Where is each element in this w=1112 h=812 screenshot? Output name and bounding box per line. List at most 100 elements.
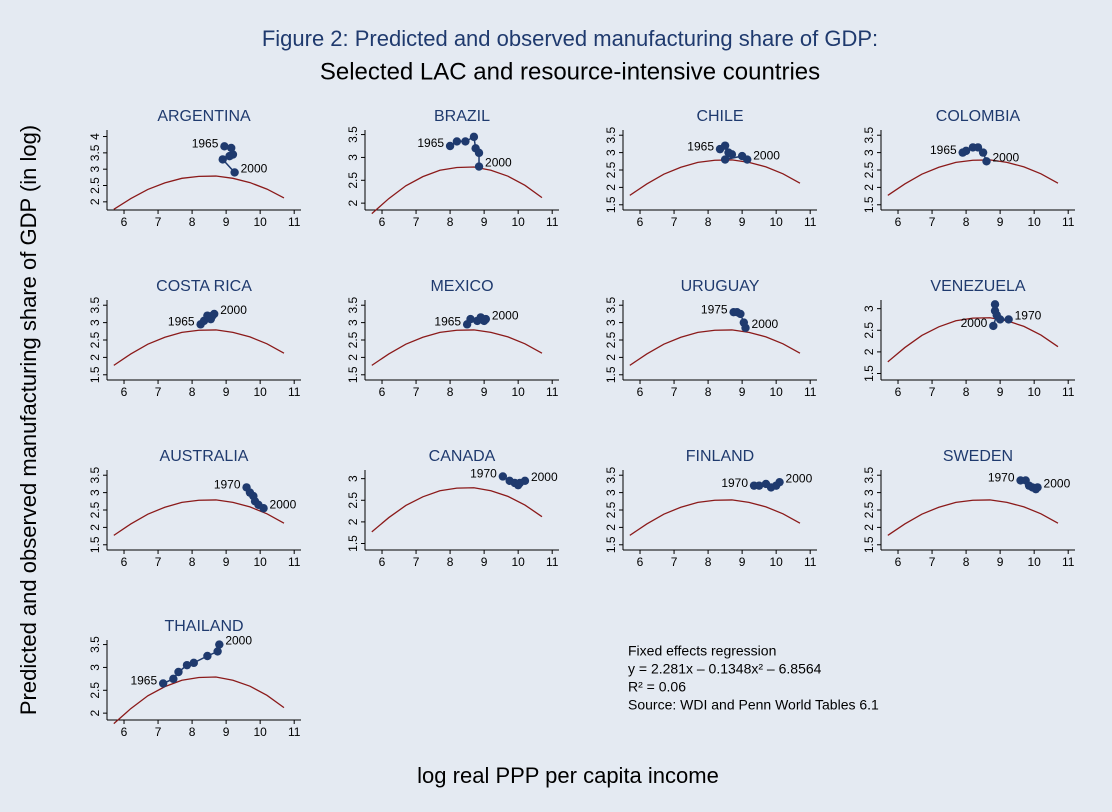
note-line: Fixed effects regression [628, 643, 776, 659]
x-tick-label: 6 [895, 555, 902, 569]
y-tick-label: 3.5 [88, 144, 102, 161]
y-tick-label: 3 [862, 489, 876, 496]
y-tick-label: 2 [346, 199, 360, 206]
panel-title: CANADA [429, 448, 496, 465]
x-tick-label: 11 [288, 215, 301, 229]
observed-point [169, 674, 178, 684]
observed-point [210, 309, 219, 319]
panel-title: COLOMBIA [936, 108, 1021, 125]
y-tick-label: 3 [604, 149, 618, 156]
y-tick-label: 2.5 [604, 331, 618, 348]
point-label: 2000 [752, 317, 779, 331]
y-tick-label: 4 [88, 133, 102, 140]
point-label: 2000 [1044, 477, 1071, 491]
x-tick-label: 11 [804, 215, 817, 229]
point-label: 2000 [753, 149, 780, 163]
point-label: 2000 [241, 162, 268, 176]
predicted-curve [887, 499, 1059, 536]
point-label: 2000 [270, 497, 297, 511]
point-label: 1965 [168, 315, 195, 329]
x-tick-label: 11 [1062, 385, 1075, 399]
y-tick-label: 2.5 [88, 177, 102, 194]
y-tick-label: 1.5 [346, 535, 360, 552]
x-tick-label: 8 [189, 215, 196, 229]
x-tick-label: 11 [804, 555, 817, 569]
x-tick-label: 11 [1062, 555, 1075, 569]
observed-point [961, 146, 971, 156]
x-tick-label: 10 [253, 725, 267, 739]
y-tick-label: 2.5 [88, 331, 102, 348]
point-label: 1965 [417, 136, 444, 150]
y-tick-label: 1.5 [862, 536, 876, 553]
y-tick-label: 3 [88, 319, 102, 326]
observed-point [182, 660, 192, 670]
y-tick-label: 3 [346, 319, 360, 326]
x-tick-label: 11 [288, 555, 301, 569]
y-tick-label: 2.5 [862, 322, 876, 339]
panel-title: URUGUAY [681, 278, 760, 295]
x-tick-label: 10 [511, 215, 525, 229]
x-tick-label: 8 [447, 385, 454, 399]
y-tick-label: 3 [88, 166, 102, 173]
y-axis-label: Predicted and observed manufacturing sha… [16, 125, 41, 715]
observed-point [466, 314, 475, 324]
x-tick-label: 9 [223, 215, 230, 229]
x-axis-label: log real PPP per capita income [417, 763, 719, 788]
note-line: y = 2.281x – 0.1348x² – 6.8564 [628, 661, 822, 677]
observed-point [498, 472, 508, 481]
y-tick-label: 2 [604, 524, 618, 531]
x-tick-label: 6 [637, 385, 644, 399]
x-tick-label: 9 [223, 725, 230, 739]
y-tick-label: 3 [862, 305, 876, 312]
panel-title: BRAZIL [434, 108, 490, 125]
y-tick-label: 2 [88, 198, 102, 205]
observed-point [973, 143, 983, 152]
point-label: 2000 [485, 156, 512, 170]
observed-point [990, 300, 1000, 309]
x-tick-label: 11 [288, 385, 301, 399]
observed-point [727, 150, 737, 159]
x-tick-label: 8 [963, 385, 970, 399]
observed-point [220, 142, 229, 151]
point-label: 1970 [988, 471, 1015, 485]
observed-point [474, 148, 484, 158]
x-tick-label: 8 [963, 555, 970, 569]
x-tick-label: 9 [223, 555, 230, 569]
y-tick-label: 1.5 [862, 196, 876, 213]
y-tick-label: 2 [88, 709, 102, 716]
point-label: 2000 [220, 303, 247, 317]
point-label: 1975 [701, 302, 728, 316]
y-tick-label: 3 [88, 664, 102, 671]
x-tick-label: 6 [379, 555, 386, 569]
x-tick-label: 8 [189, 385, 196, 399]
observed-point [230, 168, 239, 177]
y-tick-label: 2.5 [88, 682, 102, 699]
observed-point [754, 481, 764, 490]
x-tick-label: 7 [155, 385, 162, 399]
observed-point [1033, 483, 1042, 492]
x-tick-label: 6 [379, 215, 386, 229]
panel-title: AUSTRALIA [160, 448, 249, 465]
x-tick-label: 10 [253, 555, 267, 569]
x-tick-label: 9 [739, 555, 746, 569]
y-tick-label: 3.5 [346, 126, 360, 143]
y-tick-label: 2.5 [604, 161, 618, 178]
x-tick-label: 9 [223, 385, 230, 399]
x-tick-label: 7 [929, 555, 936, 569]
y-tick-label: 2 [862, 348, 876, 355]
observed-point [474, 162, 484, 171]
observed-point [982, 157, 991, 166]
x-tick-label: 8 [447, 555, 454, 569]
y-tick-label: 1.5 [604, 196, 618, 213]
observed-point [1004, 315, 1013, 324]
panel-title: ARGENTINA [157, 108, 251, 125]
y-tick-label: 3.5 [862, 467, 876, 484]
point-label: 2000 [531, 470, 558, 484]
x-tick-label: 10 [1027, 555, 1041, 569]
note-line: Source: WDI and Penn World Tables 6.1 [628, 697, 879, 713]
observed-point [227, 143, 236, 153]
x-tick-label: 7 [413, 555, 420, 569]
x-tick-label: 9 [997, 215, 1004, 229]
y-tick-label: 3 [604, 489, 618, 496]
x-tick-label: 7 [413, 215, 420, 229]
